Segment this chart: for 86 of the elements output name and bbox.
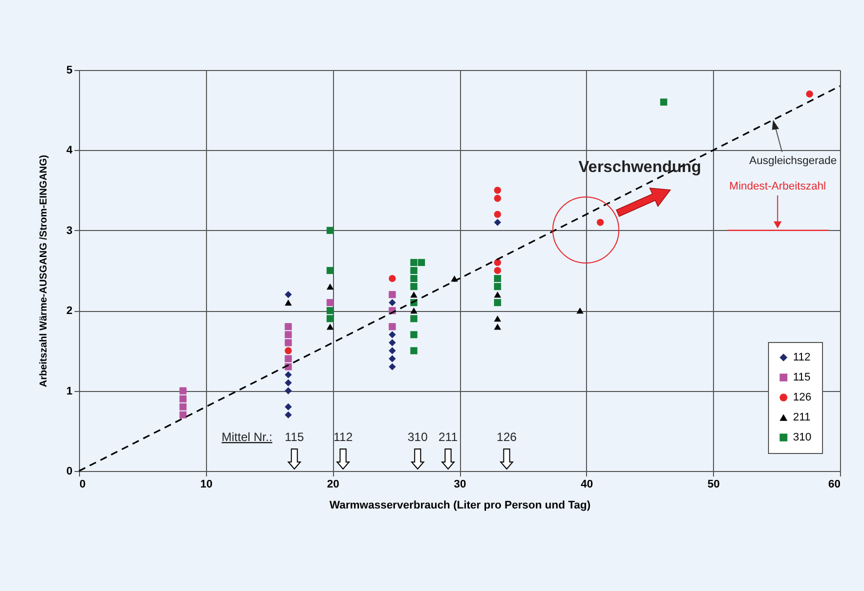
point [410, 292, 418, 298]
legend-label: 126 [793, 392, 812, 404]
point [179, 403, 187, 410]
point [326, 299, 334, 306]
ref-line-label: Mindest-Arbeitszahl [729, 180, 826, 192]
point [284, 291, 292, 298]
legend-label: 112 [793, 352, 811, 364]
y-tick-label: 4 [66, 144, 74, 157]
point [410, 308, 418, 314]
point [388, 274, 396, 282]
x-tick-label: 20 [327, 478, 340, 490]
x-tick-label: 10 [200, 478, 212, 490]
point [494, 258, 502, 266]
point [418, 258, 425, 266]
y-tick-label: 0 [66, 466, 72, 478]
point [596, 218, 604, 226]
annotation: 115 [284, 430, 304, 444]
point [388, 347, 396, 354]
x-tick-label: 0 [80, 478, 86, 490]
legend-label: 310 [793, 432, 812, 444]
point [576, 308, 584, 314]
point [326, 266, 334, 274]
point [388, 363, 396, 370]
annotation: 112 [333, 430, 353, 444]
point [494, 283, 502, 290]
point [326, 307, 334, 314]
point [284, 300, 292, 306]
point [410, 283, 418, 290]
x-tick-label: 40 [580, 478, 593, 490]
x-tick-label: 50 [708, 478, 720, 490]
point [410, 258, 418, 266]
point [284, 339, 292, 346]
point [179, 387, 187, 394]
point [284, 323, 292, 330]
point [284, 411, 292, 418]
y-tick-label: 1 [66, 385, 72, 398]
point [326, 315, 334, 322]
point [660, 98, 668, 106]
point [494, 324, 502, 330]
point [284, 403, 292, 410]
point [494, 274, 502, 282]
point [410, 331, 418, 338]
annotation: Mittel Nr.: [222, 430, 272, 444]
point [284, 387, 292, 394]
point [326, 324, 334, 330]
point [410, 266, 418, 274]
point [326, 226, 334, 234]
point [388, 355, 396, 362]
y-axis-title: Arbeitszahl Wärme-AUSGANG /Strom-EINGANG) [38, 154, 50, 388]
x-tick-label: 60 [828, 478, 840, 490]
point [388, 339, 396, 346]
point [179, 395, 187, 402]
x-axis-title: Warmwasserverbrauch (Liter pro Person und Tag) [329, 500, 591, 512]
y-tick-label: 5 [66, 64, 72, 76]
y-tick-label: 2 [66, 305, 72, 318]
point [179, 411, 187, 418]
point [806, 90, 814, 98]
point [388, 323, 396, 330]
point [494, 299, 502, 306]
point [388, 299, 396, 306]
point [494, 292, 502, 298]
y-tick-label: 3 [66, 224, 72, 237]
legend-label: 115 [793, 372, 811, 384]
point [410, 274, 418, 282]
point [284, 379, 292, 386]
annotation: 211 [438, 430, 458, 444]
point [388, 331, 396, 338]
point [494, 266, 502, 274]
point [494, 218, 502, 226]
annotation: 126 [496, 430, 518, 444]
point [410, 315, 418, 322]
point [494, 186, 502, 194]
point [284, 355, 292, 362]
point [284, 331, 292, 338]
series-label: Ausgleichsgerade [749, 154, 837, 167]
point [410, 347, 418, 354]
legend-label: 211 [793, 412, 811, 424]
point [284, 371, 292, 378]
point [284, 347, 292, 354]
x-tick-label: 30 [454, 478, 466, 490]
point [326, 283, 334, 290]
point [494, 210, 502, 218]
point [494, 316, 502, 322]
point [388, 291, 396, 298]
annotation: 310 [408, 430, 428, 444]
point [494, 194, 502, 202]
